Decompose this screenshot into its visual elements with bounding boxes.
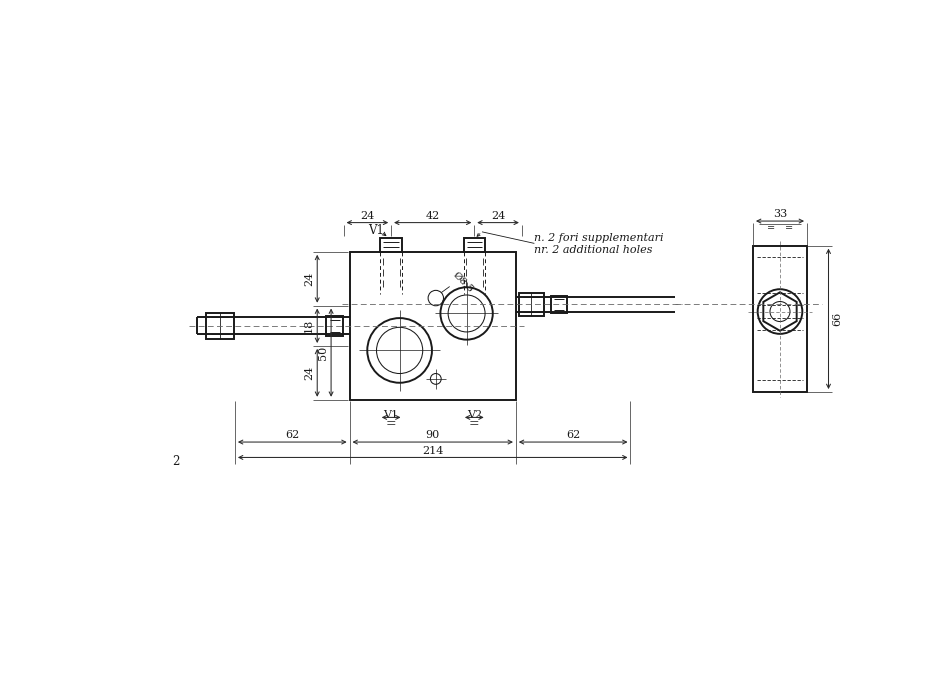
- Text: =: =: [469, 417, 479, 430]
- Bar: [327, 316, 344, 336]
- Text: 90: 90: [426, 430, 440, 440]
- Bar: [349, 252, 516, 400]
- Text: =: =: [767, 224, 775, 233]
- Text: n. 2 fori supplementari: n. 2 fori supplementari: [534, 233, 664, 243]
- Text: 214: 214: [422, 445, 444, 456]
- Text: 50: 50: [317, 346, 328, 360]
- Text: V2: V2: [466, 410, 482, 420]
- Text: 24: 24: [303, 365, 314, 380]
- Bar: [550, 295, 567, 313]
- Bar: [206, 313, 234, 339]
- Text: 24: 24: [360, 211, 375, 220]
- Text: 33: 33: [772, 209, 788, 219]
- Text: =: =: [786, 224, 793, 233]
- Text: 24: 24: [491, 211, 505, 220]
- Text: V1: V1: [383, 410, 398, 420]
- Text: =: =: [386, 417, 397, 430]
- Text: 2: 2: [171, 455, 179, 468]
- Bar: [381, 238, 402, 252]
- Text: 62: 62: [285, 430, 300, 440]
- Bar: [519, 293, 544, 316]
- Bar: [753, 246, 807, 392]
- Text: nr. 2 additional holes: nr. 2 additional holes: [534, 244, 653, 255]
- Text: 18: 18: [303, 318, 314, 333]
- Text: 42: 42: [426, 211, 440, 220]
- Text: 24: 24: [303, 272, 314, 286]
- Text: Ø8,5: Ø8,5: [451, 271, 476, 295]
- Bar: [463, 238, 485, 252]
- Text: V1: V1: [367, 224, 383, 237]
- Text: 66: 66: [833, 312, 843, 326]
- Text: 62: 62: [566, 430, 580, 440]
